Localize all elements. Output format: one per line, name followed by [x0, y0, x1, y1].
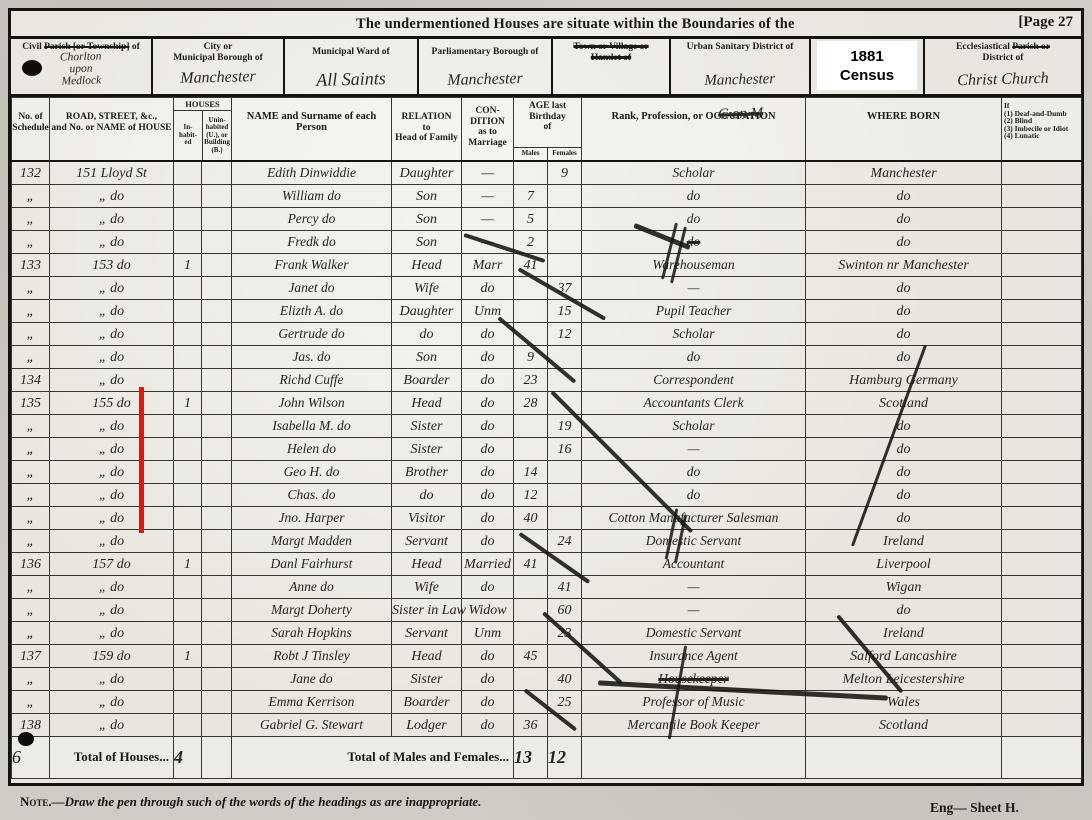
total-males-value: 13 [513, 735, 548, 779]
table-row: 137 159 do 1 Robt J Tinsley Head do 45 Insuranc… [11, 643, 1083, 668]
total-houses-label: Total of Houses... [49, 735, 174, 779]
field-urban-sanitary-label: Urban Sanitary District of [686, 42, 794, 52]
column-headers: No. of Schedule ROAD, STREET, &c., and N… [11, 97, 1083, 162]
table-row: „ „ do Margt Madden Servant do 24 Domestic Ser… [11, 528, 1083, 553]
field-municipal-borough: City or Municipal Borough of Manchester [153, 39, 285, 94]
table-row: 135 155 do 1 John Wilson Head do 28 Accountants… [11, 390, 1083, 415]
column-header-relation: RELATION to Head of Family [391, 97, 462, 162]
table-row: „ „ do Margt Doherty Sister in Law Widow 60— d… [11, 597, 1083, 622]
field-municipal-borough-label: City or Municipal Borough of [173, 42, 263, 63]
census-table: No. of Schedule ROAD, STREET, &c., and N… [11, 97, 1083, 779]
table-row: „ „ do William do Son —7 do do [11, 183, 1083, 208]
column-header-condition: CON- DITION as to Marriage [461, 97, 514, 162]
column-header-uninhabited: Unin- habited (U.), or Building (B.) [202, 111, 231, 160]
sheet-label: Eng— Sheet H. [930, 800, 1019, 815]
ink-blot [18, 732, 34, 746]
field-civil-parish: Civil Parish [or Township] of Chorlton u… [11, 39, 153, 94]
column-header-road: ROAD, STREET, &c., and No. or NAME of HO… [49, 97, 174, 162]
table-row: „ „ do Jno. Harper Visitor do 40 Cotton Manufa… [11, 505, 1083, 530]
census-overlay-box: 1881 Census [817, 41, 917, 90]
column-header-occupation: Rank, Profession, or OCCUPATION [581, 97, 807, 162]
field-parliamentary-borough-value: Manchester [447, 70, 523, 89]
table-row: 136 157 do 1 Danl Fairhurst Head Married 41 Acc… [11, 551, 1083, 576]
table-row: 134 „ do Richd Cuffe Boarder do 23 Corresponde… [11, 367, 1083, 392]
table-row: „ „ do Anne do Wife do 41— Wigan [11, 574, 1083, 599]
field-ecclesiastical: Ecclesiastical Parish or District of Chr… [925, 39, 1081, 94]
table-row: „ „ do Jane do Sister do 40 Housekeeper Melton … [11, 666, 1083, 691]
column-header-houses: HOUSES In- habit- ed Unin- habited (U.),… [173, 97, 232, 162]
table-row: „ „ do Isabella M. do Sister do 19 Scholar do [11, 413, 1083, 438]
column-header-males: Males [521, 149, 540, 158]
table-row: „ „ do Jas. do Son do 9 do do [11, 344, 1083, 369]
table-row: „ „ do Helen do Sister do 16— do [11, 436, 1083, 461]
column-header-inhabited: In- habit- ed [179, 123, 197, 147]
table-row: „ „ do Janet do Wife do 37— do [11, 275, 1083, 300]
total-houses-value: 4 [173, 735, 202, 779]
field-rural-sanitary-covered: 1881 Census [811, 39, 925, 94]
title-strip: The undermentioned Houses are situate wi… [11, 11, 1081, 39]
table-row: 133 153 do 1 Frank Walker Head Marr 41 Warehous… [11, 252, 1083, 277]
field-urban-sanitary-value: Manchester C on M [704, 71, 776, 123]
field-municipal-ward: Municipal Ward of All Saints [285, 39, 419, 94]
field-municipal-borough-value: Manchester [180, 68, 256, 87]
table-row: „ „ do Elizth A. do Daughter Unm 15 Pupil Teac… [11, 298, 1083, 323]
census-rows: 132 151 Lloyd St Edith Dinwiddie Daughter —9… [11, 160, 1083, 737]
column-header-name: NAME and Surname of each Person [231, 97, 392, 162]
table-row: „ „ do Percy do Son —5 do do [11, 206, 1083, 231]
column-header-born: WHERE BORN [805, 97, 1003, 162]
footer-note: Note.—Draw the pen through such of the w… [20, 794, 482, 809]
table-row: 138 „ do Gabriel G. Stewart Lodger do 36 Merca… [11, 712, 1083, 737]
field-urban-sanitary: Urban Sanitary District of Manchester C … [671, 39, 811, 123]
overlay-word: Census [839, 66, 895, 84]
red-line-annotation [139, 387, 144, 533]
total-females-value: 12 [546, 735, 583, 779]
field-municipal-ward-value: All Saints [315, 68, 386, 90]
table-row: „ „ do Gertrude do do do 12 Scholar do [11, 321, 1083, 346]
column-header-age: AGE last Birthday of Males Females [512, 97, 583, 162]
ink-blot [22, 60, 42, 76]
table-row: „ „ do Chas. do do do 12 do do [11, 482, 1083, 507]
page-title: The undermentioned Houses are situate wi… [356, 16, 795, 32]
totals-row: 6 Total of Houses... 4 Total of Males an… [11, 735, 1083, 779]
overlay-year: 1881 [850, 47, 884, 65]
field-town-village-label: Town or Village or Hamlet of [573, 42, 649, 63]
field-parliamentary-borough: Parliamentary Borough of Manchester [419, 39, 553, 94]
field-town-village: Town or Village or Hamlet of [553, 39, 671, 94]
field-municipal-ward-label: Municipal Ward of [312, 47, 390, 57]
table-row: „ „ do Geo H. do Brother do 14 do do [11, 459, 1083, 484]
field-civil-parish-label: Civil Parish [or Township] of [22, 42, 140, 52]
field-ecclesiastical-label: Ecclesiastical Parish or District of [956, 42, 1050, 63]
page-number: [Page 27 [1018, 14, 1073, 30]
header-fields-row: Civil Parish [or Township] of Chorlton u… [11, 39, 1081, 123]
table-row: 132 151 Lloyd St Edith Dinwiddie Daughter —9… [11, 160, 1083, 185]
field-ecclesiastical-value: Christ Church [957, 69, 1049, 90]
column-header-disability: If (1) Deaf-and-Dumb (2) Blind (3) Imbec… [1001, 97, 1083, 162]
column-header-females: Females [547, 148, 581, 160]
census-sheet: The undermentioned Houses are situate wi… [8, 8, 1084, 786]
field-parliamentary-borough-label: Parliamentary Borough of [431, 47, 539, 57]
column-header-schedule: No. of Schedule [11, 97, 50, 162]
total-males-females-label: Total of Males and Females... [231, 735, 514, 779]
